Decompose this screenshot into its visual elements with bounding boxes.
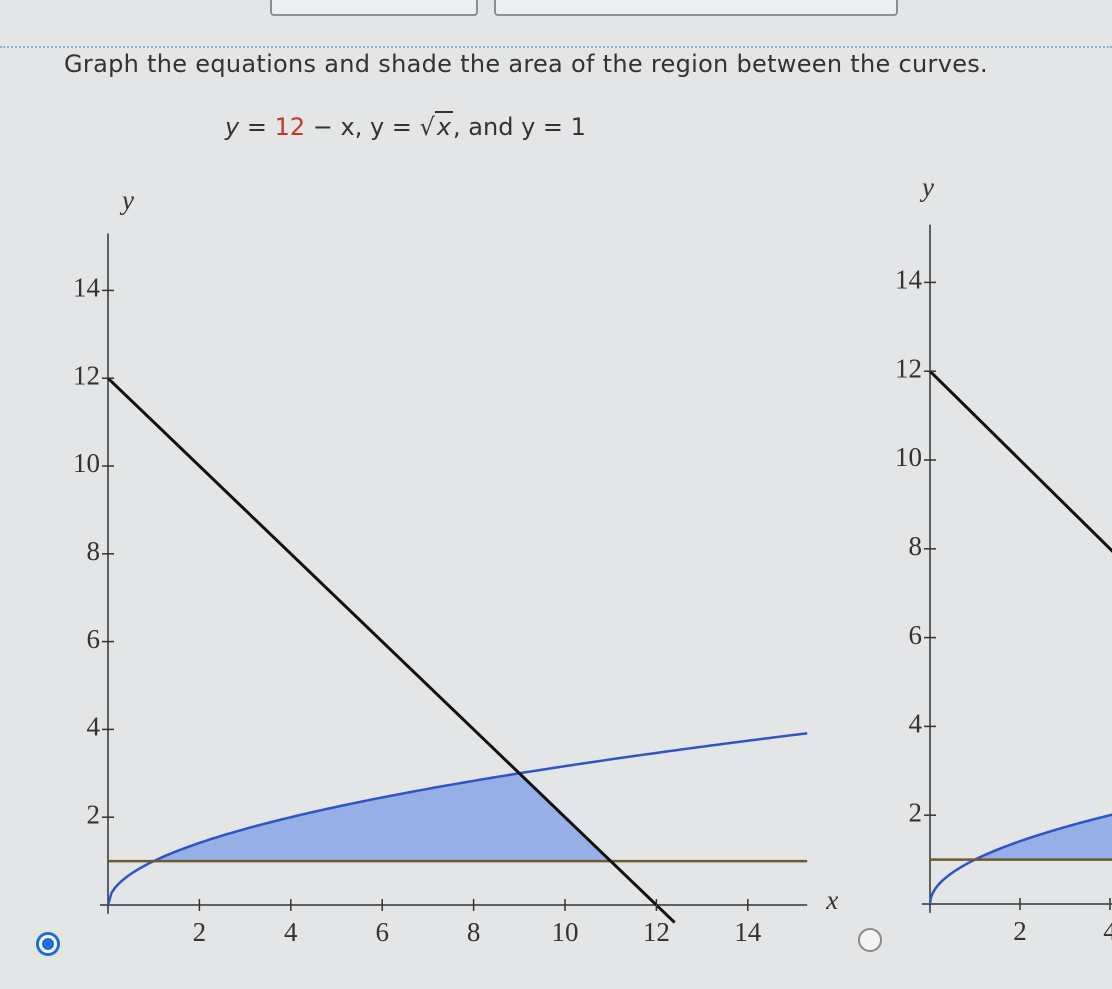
divider xyxy=(0,46,1112,48)
shaded-region xyxy=(153,773,611,862)
y-tick-label: 2 xyxy=(909,797,923,827)
eq-level: 1 xyxy=(570,113,586,141)
y-axis-label: y xyxy=(919,172,934,202)
x-tick-label: 12 xyxy=(643,917,670,947)
y-tick-label: 14 xyxy=(73,273,101,303)
plot-area xyxy=(922,224,1112,913)
button[interactable] xyxy=(270,0,478,16)
y-tick-label: 12 xyxy=(73,360,100,390)
sqrt-curve xyxy=(928,813,1112,905)
y-tick-label: 14 xyxy=(895,265,923,295)
eq-text: , and y = xyxy=(453,113,571,141)
linear-line xyxy=(928,370,1112,553)
shaded-region xyxy=(932,814,1112,860)
x-tick-label: 6 xyxy=(375,917,389,947)
y-tick-label: 6 xyxy=(87,624,101,654)
y-tick-label: 6 xyxy=(909,620,923,650)
button[interactable] xyxy=(494,0,898,16)
x-tick-label: 8 xyxy=(467,917,481,947)
y-tick-label: 8 xyxy=(909,531,923,561)
x-tick-label: 2 xyxy=(193,917,207,947)
eq-radicand: x xyxy=(434,111,454,141)
x-tick-label: 4 xyxy=(1103,916,1112,946)
linear-line xyxy=(106,377,676,924)
plot-area xyxy=(100,233,808,924)
y-tick-label: 10 xyxy=(895,442,922,472)
eq-intercept: 12 xyxy=(274,113,306,141)
y-tick-label: 10 xyxy=(73,448,100,478)
radio-button[interactable] xyxy=(858,928,882,952)
radio-button[interactable] xyxy=(36,932,60,956)
x-axis-label: x xyxy=(825,885,838,915)
y-tick-label: 4 xyxy=(909,709,923,739)
eq-text: − x, y = xyxy=(305,113,420,141)
x-tick-label: 4 xyxy=(284,917,298,947)
y-tick-label: 4 xyxy=(87,712,101,742)
y-tick-label: 2 xyxy=(87,799,101,829)
equation: y = 12 − x, y = √x, and y = 1 xyxy=(225,111,586,141)
x-tick-label: 14 xyxy=(734,917,762,947)
x-tick-label: 10 xyxy=(552,917,579,947)
prompt: Graph the equations and shade the area o… xyxy=(64,50,988,78)
y-tick-label: 12 xyxy=(895,353,922,383)
eq-text: y = xyxy=(225,113,275,141)
x-tick-label: 2 xyxy=(1013,916,1027,946)
y-axis-label: y xyxy=(119,185,134,215)
sqrt-curve xyxy=(106,732,808,906)
y-tick-label: 8 xyxy=(87,536,101,566)
